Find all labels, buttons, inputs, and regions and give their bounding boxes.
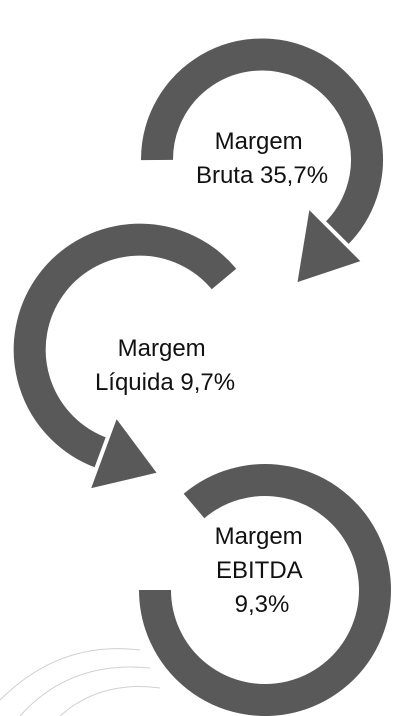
arrow-head — [84, 410, 164, 494]
decor-line — [19, 666, 151, 716]
node-label: Margem EBITDA 9,3% — [215, 523, 310, 618]
decor-line — [0, 648, 141, 701]
label-line: Bruta 35,7% — [196, 162, 328, 189]
label-line: 9,3% — [235, 591, 290, 618]
node-label: Margem Bruta 35,7% — [196, 128, 328, 189]
label-line: Margem — [215, 523, 303, 550]
arrow-2 — [13, 223, 237, 494]
decor-line — [59, 686, 161, 716]
arc — [139, 464, 391, 716]
arrow-head — [292, 201, 368, 288]
arrow-1 — [140, 38, 383, 288]
label-line: Margem — [215, 128, 303, 155]
arc — [140, 38, 383, 246]
arc — [13, 223, 237, 469]
label-line: EBITDA — [216, 557, 303, 584]
label-line: Margem — [118, 335, 206, 362]
arrow-3 — [139, 464, 391, 716]
node-label: Margem Líquida 9,7% — [95, 335, 235, 396]
label-line: Líquida 9,7% — [95, 369, 235, 396]
